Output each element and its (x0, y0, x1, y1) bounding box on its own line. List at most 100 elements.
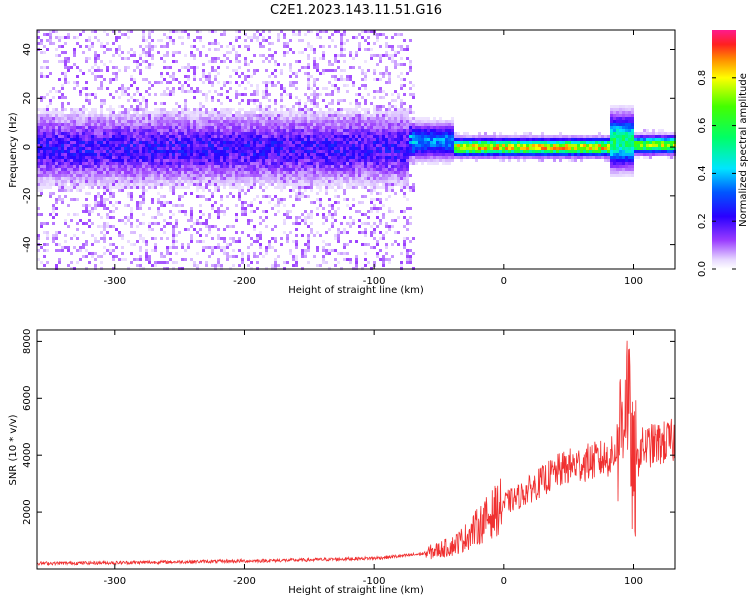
heatmap-cell (379, 258, 382, 261)
heatmap-cell (214, 186, 217, 189)
heatmap-cell (166, 81, 169, 84)
heatmap-cell (301, 162, 304, 165)
heatmap-cell (313, 141, 316, 144)
heatmap-cell (49, 39, 52, 42)
heatmap-cell (55, 213, 58, 216)
heatmap-cell (385, 189, 388, 192)
heatmap-cell (313, 144, 316, 147)
heatmap-cell (127, 204, 130, 207)
heatmap-cell (223, 177, 226, 180)
heatmap-cell (250, 204, 253, 207)
heatmap-cell (235, 72, 238, 75)
heatmap-cell (199, 216, 202, 219)
heatmap-cell (100, 135, 103, 138)
heatmap-cell (187, 114, 190, 117)
heatmap-cell (220, 108, 223, 111)
heatmap-cell (217, 126, 220, 129)
heatmap-cell (121, 246, 124, 249)
heatmap-cell (256, 90, 259, 93)
heatmap-cell (124, 174, 127, 177)
heatmap-cell (331, 162, 334, 165)
heatmap-cell (346, 168, 349, 171)
heatmap-cell (274, 177, 277, 180)
heatmap-cell (250, 237, 253, 240)
heatmap-cell (229, 42, 232, 45)
heatmap-cell (352, 177, 355, 180)
heatmap-cell (55, 147, 58, 150)
heatmap-cell (94, 144, 97, 147)
heatmap-cell (94, 147, 97, 150)
heatmap-cell (358, 147, 361, 150)
heatmap-cell (199, 105, 202, 108)
heatmap-cell (298, 111, 301, 114)
heatmap-cell (37, 237, 40, 240)
heatmap-cell (121, 189, 124, 192)
heatmap-cell (67, 225, 70, 228)
heatmap-cell (283, 87, 286, 90)
heatmap-cell (238, 240, 241, 243)
heatmap-cell (94, 138, 97, 141)
heatmap-cell (52, 210, 55, 213)
heatmap-cell (298, 108, 301, 111)
heatmap-cell (79, 93, 82, 96)
heatmap-cell (286, 156, 289, 159)
heatmap-cell (370, 201, 373, 204)
heatmap-cell (46, 237, 49, 240)
heatmap-cell (79, 159, 82, 162)
heatmap-cell (352, 114, 355, 117)
heatmap-cell (103, 222, 106, 225)
heatmap-cell (283, 90, 286, 93)
heatmap-cell (250, 165, 253, 168)
heatmap-cell (52, 30, 55, 33)
heatmap-cell (268, 243, 271, 246)
heatmap-cell (385, 258, 388, 261)
heatmap-cell (292, 222, 295, 225)
heatmap-cell (256, 114, 259, 117)
heatmap-cell (355, 108, 358, 111)
heatmap-cell (211, 126, 214, 129)
heatmap-cell (151, 201, 154, 204)
heatmap-cell (346, 129, 349, 132)
heatmap-cell (256, 237, 259, 240)
heatmap-cell (289, 114, 292, 117)
heatmap-cell (121, 123, 124, 126)
heatmap-cell (223, 171, 226, 174)
heatmap-cell (265, 135, 268, 138)
heatmap-cell (310, 156, 313, 159)
heatmap-cell (76, 171, 79, 174)
heatmap-cell (313, 171, 316, 174)
heatmap-cell (241, 132, 244, 135)
heatmap-cell (343, 78, 346, 81)
heatmap-cell (373, 231, 376, 234)
heatmap-cell (325, 87, 328, 90)
heatmap-cell (220, 60, 223, 63)
heatmap-cell (301, 156, 304, 159)
heatmap-cell (292, 126, 295, 129)
heatmap-cell (40, 123, 43, 126)
heatmap-cell (355, 126, 358, 129)
heatmap-cell (172, 30, 175, 33)
heatmap-cell (214, 189, 217, 192)
heatmap-cell (250, 180, 253, 183)
heatmap-cell (151, 84, 154, 87)
heatmap-cell (52, 216, 55, 219)
heatmap-cell (148, 42, 151, 45)
heatmap-cell (337, 66, 340, 69)
heatmap-cell (115, 156, 118, 159)
heatmap-cell (211, 144, 214, 147)
heatmap-cell (205, 147, 208, 150)
heatmap-cell (130, 120, 133, 123)
heatmap-cell (226, 45, 229, 48)
heatmap-cell (193, 180, 196, 183)
heatmap-cell (355, 129, 358, 132)
heatmap-cell (151, 147, 154, 150)
heatmap-cell (361, 183, 364, 186)
heatmap-cell (46, 144, 49, 147)
heatmap-cell (139, 126, 142, 129)
heatmap-cell (37, 177, 40, 180)
heatmap-cell (178, 36, 181, 39)
heatmap-cell (232, 117, 235, 120)
heatmap-cell (64, 123, 67, 126)
heatmap-cell (367, 243, 370, 246)
heatmap-cell (124, 147, 127, 150)
